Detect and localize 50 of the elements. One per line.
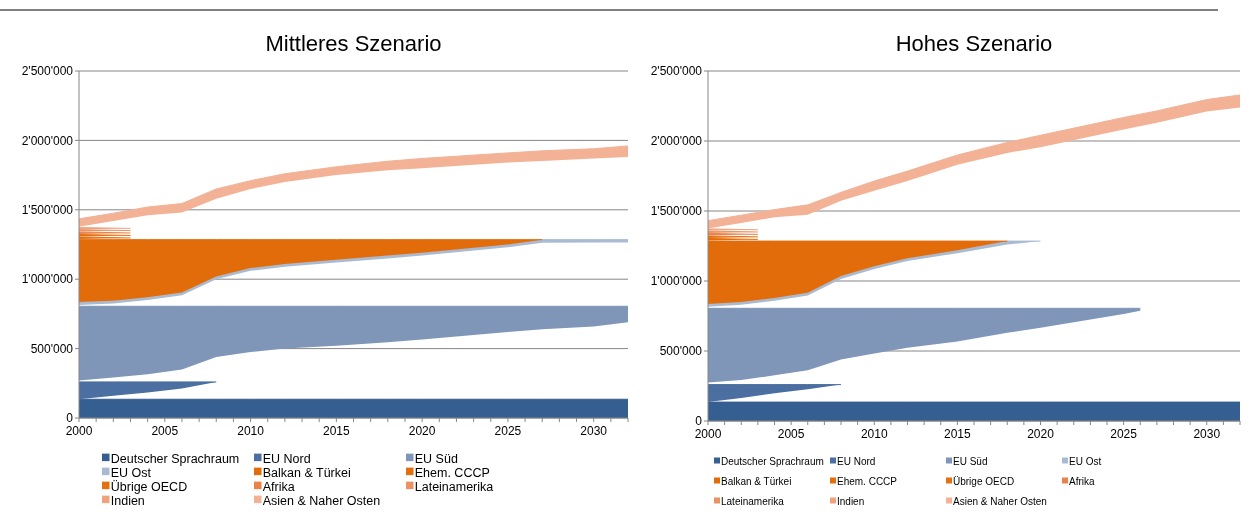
legend-label: EU Süd xyxy=(953,456,988,467)
y-tick-label: 0 xyxy=(66,411,74,426)
x-tick-label: 2015 xyxy=(944,427,972,441)
chart-title: Mittleres Szenario xyxy=(265,31,442,56)
legend-label: Übrige OECD xyxy=(110,480,188,494)
legend-label: Lateinamerika xyxy=(414,480,494,494)
legend-label: Indien xyxy=(110,494,145,508)
legend-label: Deutscher Sprachraum xyxy=(721,456,824,467)
x-tick-label: 2010 xyxy=(860,427,888,441)
y-tick-label: 1'500'000 xyxy=(21,203,74,217)
x-tick-label: 2000 xyxy=(694,427,722,441)
x-tick-label: 2020 xyxy=(1027,427,1055,441)
legend-label: EU Ost xyxy=(110,466,152,480)
legend-label: Afrika xyxy=(262,480,295,494)
legend-label: Deutscher Sprachraum xyxy=(110,452,240,466)
chart-title: Hohes Szenario xyxy=(895,31,1053,56)
y-tick-label: 500'000 xyxy=(659,344,703,359)
legend-label: EU Nord xyxy=(837,456,876,467)
y-tick-label: 1'500'000 xyxy=(650,204,703,219)
legend-label: EU Süd xyxy=(414,452,458,466)
y-tick-label: 1'000'000 xyxy=(650,274,703,289)
y-tick-label: 2'000'000 xyxy=(650,134,703,149)
legend-label: Asien & Naher Osten xyxy=(262,494,381,508)
legend-label: EU Nord xyxy=(262,452,311,466)
x-tick-label: 2030 xyxy=(580,424,608,438)
x-tick-label: 2015 xyxy=(322,424,351,438)
x-tick-label: 2000 xyxy=(65,424,93,438)
x-tick-label: 2010 xyxy=(237,424,265,438)
x-tick-label: 2005 xyxy=(777,427,805,441)
y-tick-label: 0 xyxy=(695,414,703,429)
legend-label: Asien & Naher Osten xyxy=(953,496,1047,507)
y-tick-label: 1'000'000 xyxy=(21,272,74,287)
x-tick-label: 2030 xyxy=(1193,427,1221,441)
legend-label: Lateinamerika xyxy=(721,496,785,507)
y-tick-label: 500'000 xyxy=(30,341,74,356)
legend-label: Ehem. CCCP xyxy=(837,476,898,487)
legend-label: Balkan & Türkei xyxy=(721,476,792,487)
x-tick-label: 2025 xyxy=(1110,427,1138,441)
legend-label: Übrige OECD xyxy=(953,476,1015,487)
y-tick-label: 2'500'000 xyxy=(650,64,703,79)
y-tick-label: 2'000'000 xyxy=(21,133,74,148)
legend-label: Balkan & Türkei xyxy=(262,466,351,480)
y-tick-label: 2'500'000 xyxy=(21,64,74,79)
legend-label: Afrika xyxy=(1069,476,1095,487)
x-tick-label: 2020 xyxy=(408,424,436,438)
x-tick-label: 2025 xyxy=(494,424,522,438)
x-tick-label: 2005 xyxy=(151,424,179,438)
legend-label: EU Ost xyxy=(1069,456,1102,467)
legend-label: Ehem. CCCP xyxy=(414,466,490,480)
legend-label: Indien xyxy=(837,496,865,507)
